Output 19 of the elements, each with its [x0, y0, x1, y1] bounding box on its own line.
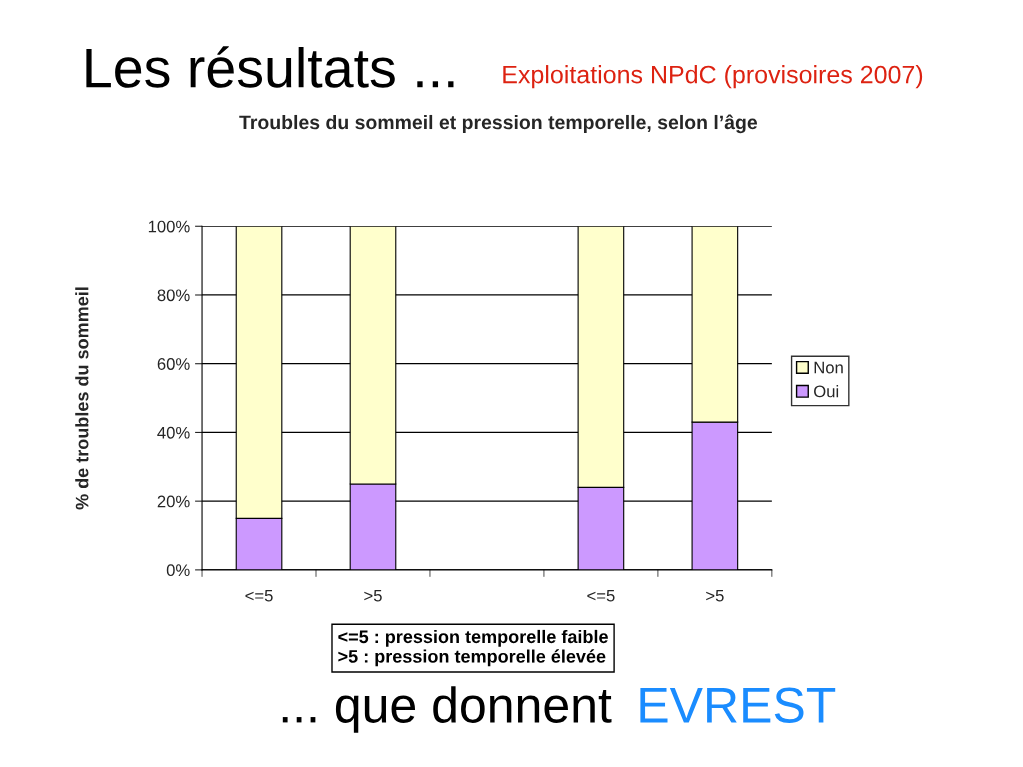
x-tick-label: <=5	[587, 589, 615, 602]
legend-label: Non	[814, 361, 843, 374]
text: EVREST	[640, 687, 836, 723]
y-tick-label: 60%	[157, 358, 190, 370]
text: <=5 : pression temporelle faible >5 : pression temporelle élevée	[338, 629, 608, 667]
text: Exploitations NPdC (provisoires 2007)	[503, 65, 923, 89]
y-tick-label: 100%	[148, 220, 190, 233]
x-tick-label: <=5	[245, 589, 273, 602]
x-tick-label: >5	[706, 589, 724, 602]
y-axis-title: % de troubles du sommeil	[75, 287, 89, 510]
y-tick-label: 20%	[157, 495, 190, 508]
y-tick-label: 0%	[166, 564, 190, 577]
text: Les résultats ...	[86, 46, 454, 88]
y-tick-label: 80%	[157, 289, 190, 302]
legend-label: Oui	[814, 385, 839, 398]
y-tick-label: 40%	[157, 426, 190, 439]
text: ... que donnent	[282, 686, 612, 733]
chart-title: Troubles du sommeil et pression temporelle, selon l’âge	[239, 114, 758, 134]
x-tick-label: >5	[364, 589, 382, 602]
